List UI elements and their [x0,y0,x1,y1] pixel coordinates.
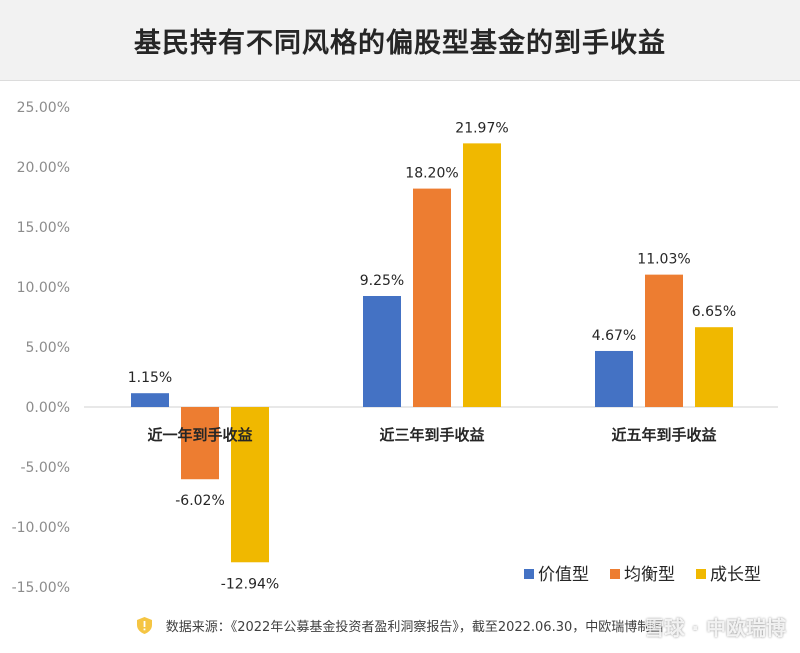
category-label: 近五年到手收益 [611,426,716,444]
y-tick-label: 20.00% [17,160,70,176]
legend-label: 成长型 [710,565,761,585]
bar-chart: 25.00% 20.00% 15.00% 10.00% 5.00% 0.00% -5.00%… [0,80,800,610]
y-tick-label: 5.00% [26,340,70,356]
legend-swatch [696,569,706,579]
bar [363,296,401,407]
data-label: 18.20% [405,166,458,182]
chart-title: 基民持有不同风格的偏股型基金的到手收益 [134,21,666,60]
data-label: 1.15% [128,370,172,386]
data-label: 21.97% [455,120,508,136]
y-tick-label: 10.00% [17,280,70,296]
shield-icon [137,617,152,634]
legend-swatch [610,569,620,579]
watermark: 雪球 · 中欧瑞博 [644,612,786,641]
legend-label: 价值型 [538,565,589,585]
data-label: 4.67% [592,328,636,344]
bar [645,275,683,407]
bar [595,351,633,407]
y-tick-label: -5.00% [20,460,70,476]
category-label: 近一年到手收益 [147,426,252,444]
data-label: 11.03% [637,252,690,268]
source-text: 数据来源：《2022年公募基金投资者盈利洞察报告》，截至2022.06.30，中… [166,616,664,635]
category-label: 近三年到手收益 [379,426,484,444]
legend-label: 均衡型 [624,565,675,585]
y-tick-label: -15.00% [12,580,70,596]
y-tick-label: 25.00% [17,100,70,116]
bar [463,143,501,407]
bar [413,189,451,407]
data-label: -12.94% [221,576,279,592]
legend-swatch [524,569,534,579]
title-bar: 基民持有不同风格的偏股型基金的到手收益 [0,0,800,81]
y-tick-label: -10.00% [12,520,70,536]
bar [695,327,733,407]
y-tick-label: 15.00% [17,220,70,236]
y-tick-label: 0.00% [26,400,70,416]
data-label: 9.25% [360,273,404,289]
data-label: 6.65% [692,304,736,320]
bar [131,393,169,407]
data-label: -6.02% [175,493,225,509]
